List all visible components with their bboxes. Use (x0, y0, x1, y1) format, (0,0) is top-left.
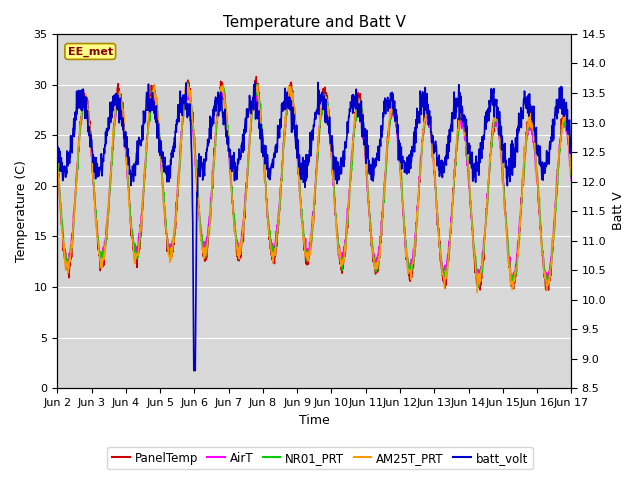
Legend: PanelTemp, AirT, NR01_PRT, AM25T_PRT, batt_volt: PanelTemp, AirT, NR01_PRT, AM25T_PRT, ba… (108, 447, 532, 469)
Title: Temperature and Batt V: Temperature and Batt V (223, 15, 406, 30)
Text: EE_met: EE_met (68, 47, 113, 57)
Y-axis label: Batt V: Batt V (612, 192, 625, 230)
Bar (58, 84, 572, 287)
X-axis label: Time: Time (299, 414, 330, 427)
Y-axis label: Temperature (C): Temperature (C) (15, 160, 28, 262)
